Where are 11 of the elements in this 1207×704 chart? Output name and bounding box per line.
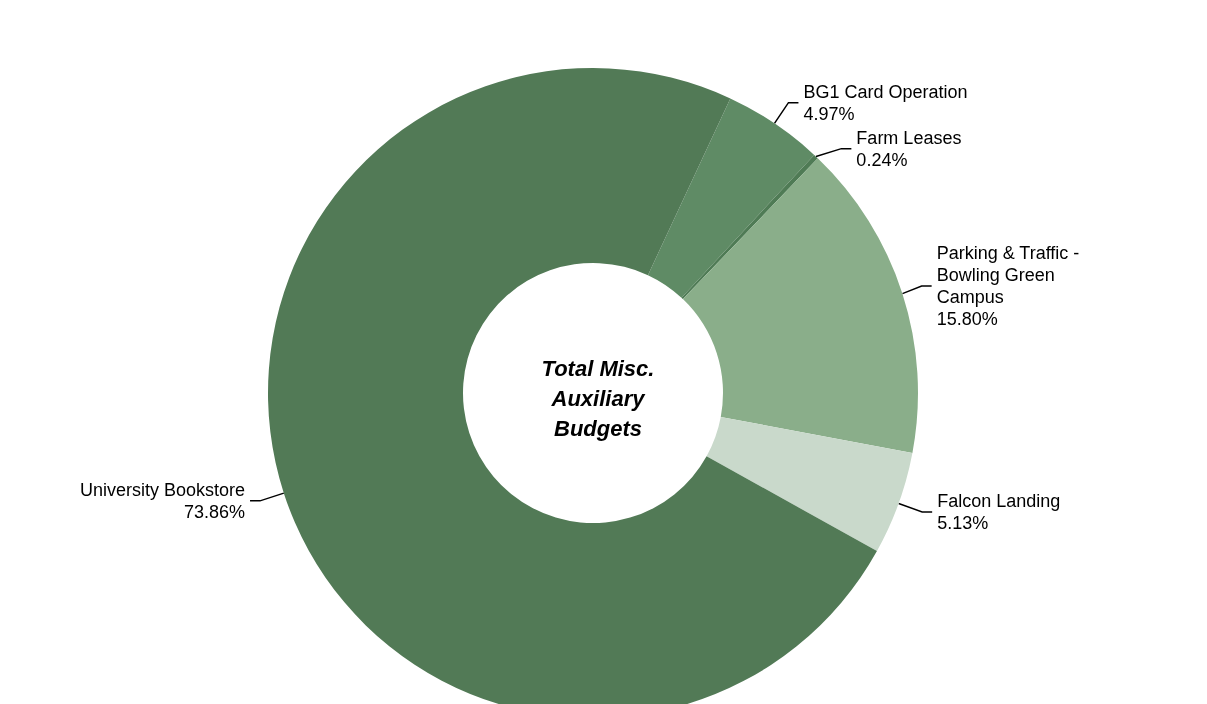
slice-label: Parking & Traffic - Bowling Green Campus: [936, 242, 1085, 307]
data-label: 5.13%: [937, 512, 989, 533]
data-label: 4.97%: [803, 103, 855, 124]
slice-label: University Bookstore: [79, 479, 246, 500]
data-label: 15.80%: [936, 308, 998, 329]
data-label: 0.24%: [856, 149, 908, 170]
slice-label: Falcon Landing: [937, 490, 1061, 511]
text: Total Misc. Auxiliary Budgets: [541, 355, 655, 441]
data-label: 73.86%: [183, 501, 246, 522]
slice-label: Farm Leases: [856, 127, 962, 148]
slice-label: BG1 Card Operation: [803, 81, 968, 102]
